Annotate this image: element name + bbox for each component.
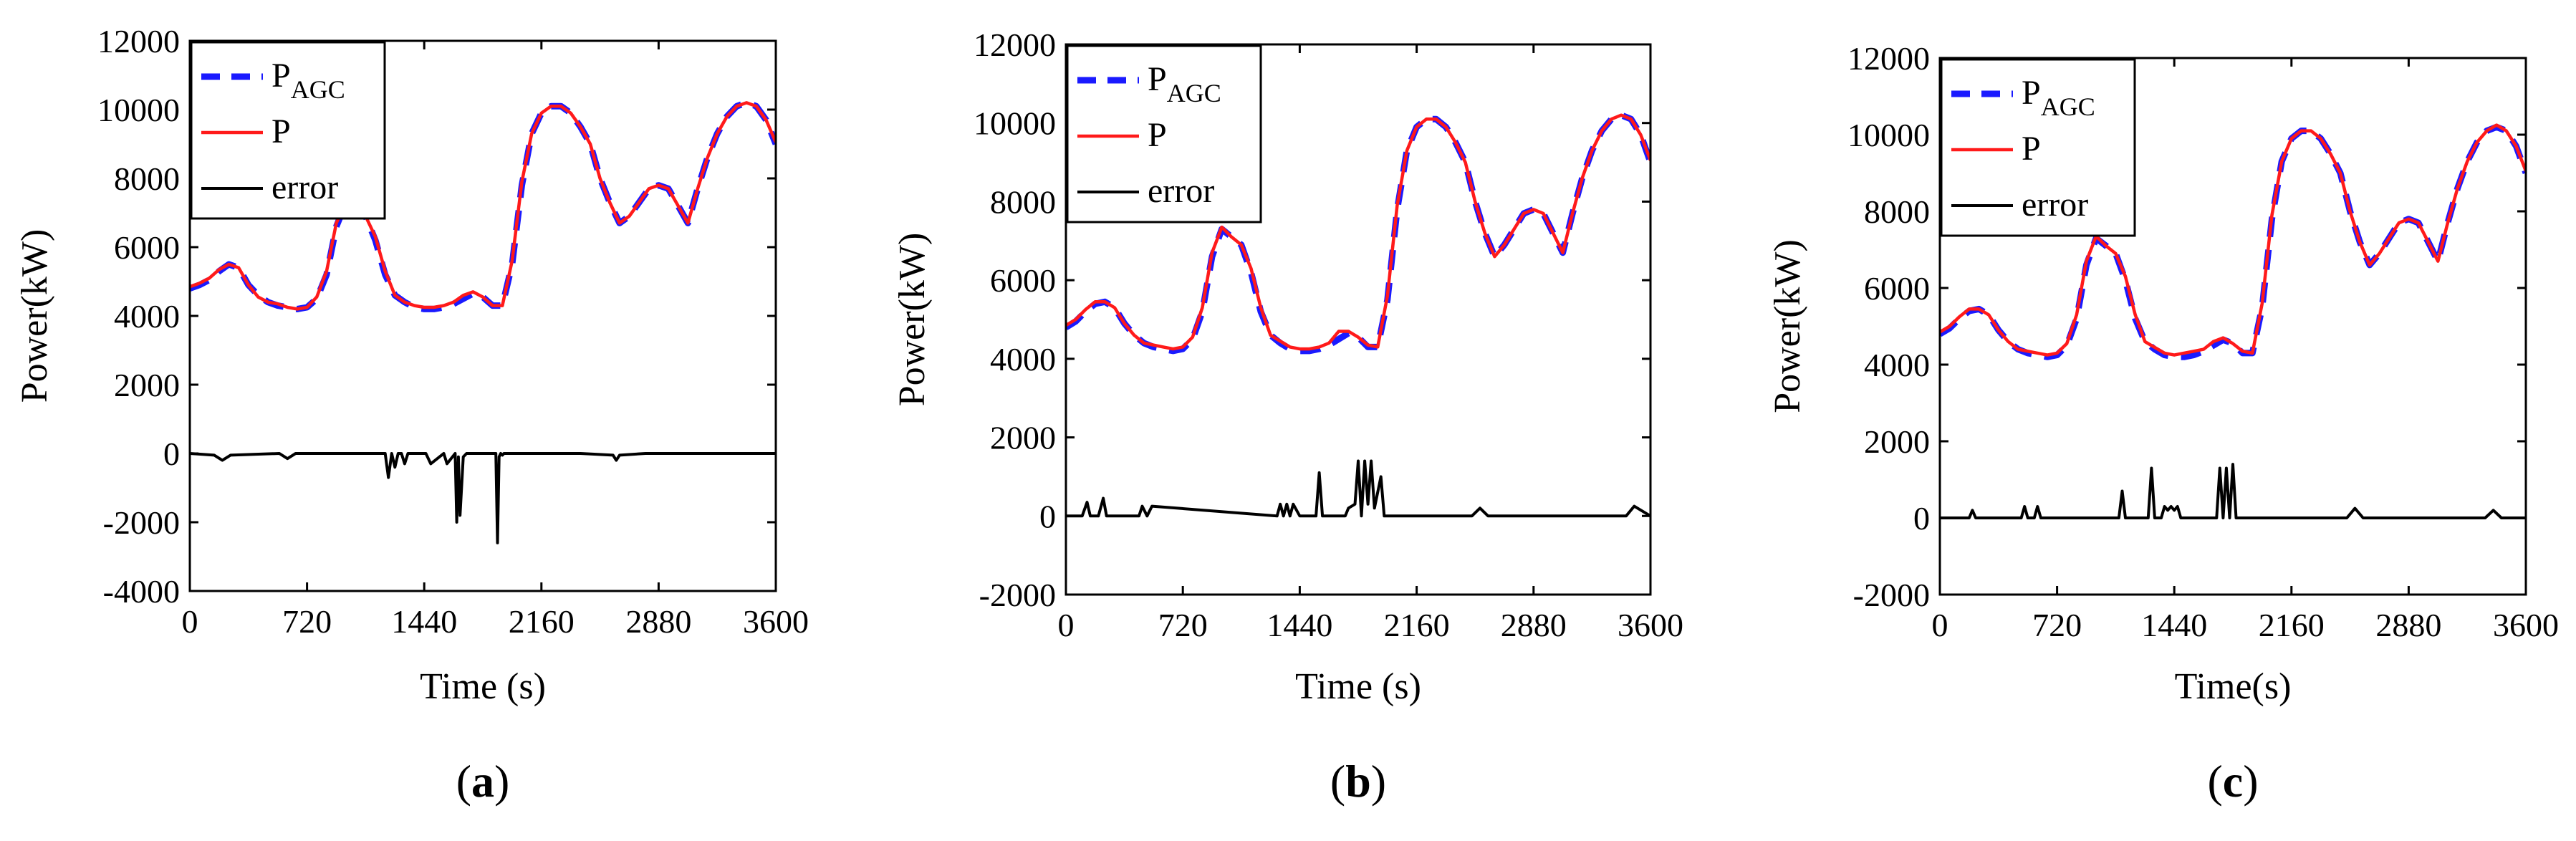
series-group: [190, 99, 776, 544]
x-tick-label: 0: [1932, 607, 1948, 643]
panel-label-open: (: [2207, 756, 2222, 807]
x-tick-label: 1440: [1267, 607, 1332, 643]
legend-label: error: [271, 168, 338, 206]
legend-label: P: [1148, 116, 1167, 154]
x-axis-label: Time(s): [2175, 666, 2292, 707]
plot-frame: [1064, 43, 1652, 596]
chart-panel-c: 0 720 1440 2160 2880 3600-2000020004000600080…: [1767, 40, 2559, 807]
y-tick-label: 10000: [97, 92, 180, 128]
panel-label-close: ): [1371, 756, 1386, 807]
y-tick-label: -2000: [103, 504, 180, 541]
legend-label-subscript: AGC: [2041, 92, 2095, 121]
panel-label-close: ): [2243, 756, 2258, 807]
legend-label-main: error: [1148, 172, 1214, 210]
series-line-p: [1940, 123, 2526, 357]
panel-label-close: ): [494, 756, 509, 807]
y-tick-label: 12000: [97, 23, 180, 59]
x-tick-label: 2880: [2375, 607, 2441, 643]
legend-box: [190, 41, 386, 220]
y-tick-label: -2000: [979, 577, 1056, 613]
x-tick-label: 3600: [2493, 607, 2559, 643]
x-axis-label: Time (s): [1295, 666, 1421, 707]
series-line-p: [1066, 113, 1650, 351]
series-group: [1940, 123, 2526, 519]
y-axis-label: Power(kW): [1767, 239, 1808, 413]
panel-label: (a): [456, 756, 510, 807]
chart-panel-b: 0 720 1440 2160 2880 3600-2000020004000600080…: [892, 27, 1683, 807]
legend-label: P: [271, 112, 291, 150]
x-tick-label: 2880: [1501, 607, 1567, 643]
y-tick-label: 4000: [990, 341, 1056, 378]
series-line-error: [190, 452, 776, 544]
x-tick-label: 1440: [2141, 607, 2207, 643]
series-line-p: [190, 101, 776, 311]
panel-label: (c): [2207, 756, 2258, 807]
x-tick-label: 720: [2032, 607, 2082, 643]
y-axis-label: Power(kW): [892, 233, 933, 407]
y-tick-label: 4000: [114, 298, 180, 335]
series-line-error: [1066, 459, 1650, 518]
panel-label-open: (: [1330, 756, 1345, 807]
y-tick-label: 2000: [1864, 423, 1930, 460]
legend-label-main: error: [271, 168, 338, 206]
y-tick-label: -4000: [103, 573, 180, 610]
x-tick-label: 720: [282, 603, 332, 640]
legend-label: error: [2022, 186, 2088, 224]
x-tick-label: 3600: [1618, 607, 1683, 643]
y-tick-label: 2000: [114, 367, 180, 403]
x-tick-label: 1440: [391, 603, 457, 640]
y-tick-label: 8000: [114, 160, 180, 197]
legend-label-main: P: [271, 112, 291, 150]
y-tick-label: 2000: [990, 420, 1056, 456]
legend-label-main: P: [1148, 116, 1167, 154]
x-tick-label: 2160: [2259, 607, 2325, 643]
x-tick-label: 2160: [1384, 607, 1450, 643]
chart-panel-a: 0 720 1440 2160 2880 3600 -4000 -2000 0 2000 4000 6…: [14, 23, 809, 807]
y-tick-label: 0: [1913, 500, 1930, 537]
legend-label: PAGC: [1148, 60, 1221, 107]
y-tick-label: -2000: [1853, 577, 1930, 613]
x-axis-label: Time (s): [420, 666, 546, 707]
y-tick-label: 10000: [1847, 117, 1930, 153]
y-tick-label: 8000: [1864, 193, 1930, 230]
legend-label-main: P: [2022, 74, 2041, 112]
legend-label: error: [1148, 172, 1214, 210]
x-tick-label: 3600: [743, 603, 809, 640]
y-tick-label: 6000: [990, 262, 1056, 299]
panel-label-letter: b: [1345, 756, 1371, 807]
legend-label-main: P: [271, 57, 291, 95]
y-tick-label: 12000: [974, 27, 1056, 63]
x-tick-label: 2880: [625, 603, 691, 640]
legend-label-main: P: [1148, 60, 1167, 98]
panel-label: (b): [1330, 756, 1386, 807]
x-tick-label: 0: [182, 603, 198, 640]
series-line-error: [1940, 463, 2526, 519]
y-tick-label: 0: [163, 436, 180, 472]
x-tick-label: 720: [1158, 607, 1208, 643]
panel-label-letter: a: [471, 756, 494, 807]
legend-label: PAGC: [2022, 74, 2095, 121]
legend-label: PAGC: [271, 57, 345, 104]
legend-label: P: [2022, 130, 2041, 168]
y-tick-label: 10000: [974, 105, 1056, 142]
legend-label-main: error: [2022, 186, 2088, 224]
legend-label-subscript: AGC: [291, 75, 345, 104]
x-tick-label: 2160: [509, 603, 575, 640]
panel-label-letter: c: [2223, 756, 2243, 807]
y-tick-label: 4000: [1864, 347, 1930, 383]
y-tick-label: 6000: [114, 229, 180, 266]
legend-label-main: P: [2022, 130, 2041, 168]
y-tick-label: 6000: [1864, 270, 1930, 307]
panel-label-open: (: [456, 756, 471, 807]
plot-frame: [1938, 57, 2527, 596]
series-group: [1066, 112, 1650, 518]
y-axis-label: Power(kW): [14, 229, 55, 403]
x-tick-label: 0: [1058, 607, 1075, 643]
legend-label-subscript: AGC: [1167, 79, 1221, 107]
y-tick-label: 8000: [990, 183, 1056, 220]
y-tick-label: 12000: [1847, 40, 1930, 77]
y-tick-label: 0: [1039, 498, 1056, 534]
